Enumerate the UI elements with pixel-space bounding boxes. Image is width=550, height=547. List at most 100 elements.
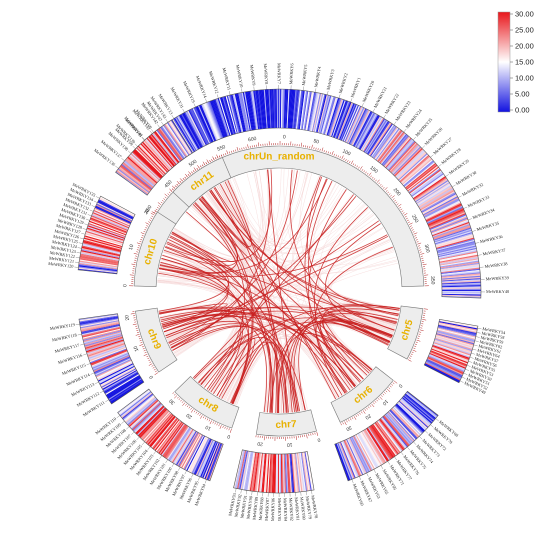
gene-label: MeWRKY34 — [472, 207, 496, 220]
collinear-link — [220, 183, 292, 413]
gene-connector — [351, 479, 354, 484]
heatmap-cell — [313, 93, 324, 132]
heatmap-cell — [88, 221, 126, 237]
heatmap-cell — [253, 452, 260, 492]
collinear-link — [167, 172, 309, 260]
heatmap-cell — [387, 412, 415, 443]
gene-label: MeWRKY4 — [313, 65, 322, 87]
gene-connector — [380, 465, 384, 469]
collinear-link — [213, 187, 278, 413]
tick-mark — [397, 203, 402, 207]
heatmap-cell — [426, 205, 463, 224]
tick-mark — [143, 350, 146, 352]
heatmap-cell — [438, 251, 478, 261]
heatmap-cell — [202, 441, 218, 479]
heatmap-cell — [441, 273, 481, 278]
heatmap-cell — [384, 137, 411, 168]
heatmap-cell — [419, 187, 454, 209]
heatmap-cell — [375, 128, 400, 161]
tick-label: 0 — [283, 134, 286, 140]
heatmap-cell — [166, 122, 189, 156]
gene-connector — [366, 472, 369, 477]
heatmap-cell — [415, 179, 449, 203]
tick-mark — [154, 370, 157, 373]
collinear-link — [289, 169, 395, 331]
heatmap-cell — [149, 415, 175, 447]
tick-mark — [152, 367, 155, 369]
gene-label: MeWRKY90 — [245, 496, 253, 520]
heatmap-cell — [436, 239, 475, 251]
gene-label: MeWRKY31 — [170, 86, 185, 109]
gene-label: MeWRKY6 — [288, 62, 294, 84]
heatmap-cell — [355, 434, 375, 470]
tick-mark — [341, 155, 344, 160]
tick-mark — [349, 161, 351, 164]
heatmap-cell — [276, 89, 279, 129]
tick-mark — [154, 210, 157, 213]
heatmap-cell — [357, 113, 378, 149]
heatmap-cell — [235, 450, 246, 489]
gene-label: MeWRKY88 — [258, 497, 265, 520]
tick-mark — [414, 343, 417, 345]
heatmap-cell — [205, 442, 221, 480]
gene-connector — [75, 257, 80, 259]
heatmap-cell — [147, 414, 174, 445]
tick-mark — [144, 351, 147, 354]
tick-mark — [384, 187, 388, 191]
heatmap-cell — [196, 105, 214, 143]
heatmap-cell — [337, 102, 353, 140]
gene-connector — [191, 473, 194, 478]
gene-label: MeWRKY119 — [49, 322, 75, 331]
collinear-link — [170, 196, 357, 349]
heatmap-cell — [405, 163, 437, 190]
heatmap-cell — [440, 265, 480, 272]
heatmap-cell — [131, 402, 162, 431]
tick-mark — [206, 418, 209, 421]
heatmap-cell — [344, 105, 362, 143]
heatmap-cell — [169, 120, 192, 154]
heatmap-cell — [403, 161, 435, 188]
tick-mark — [354, 164, 357, 167]
heatmap-cell — [95, 359, 132, 378]
heatmap-cell — [94, 207, 131, 225]
heatmap-cell — [178, 432, 200, 468]
heatmap-cell — [441, 279, 481, 283]
heatmap-cell — [203, 442, 219, 479]
heatmap-cell — [151, 133, 178, 165]
heatmap-cell — [174, 430, 196, 465]
heatmap-border — [233, 449, 315, 494]
gene-connector — [204, 479, 207, 484]
gene-connector — [127, 150, 132, 154]
gene-connector — [159, 455, 162, 459]
tick-label: 0 — [226, 433, 231, 440]
tick-mark — [379, 396, 383, 400]
heatmap-cell — [287, 453, 291, 493]
heatmap-cell — [247, 91, 255, 131]
heatmap-cell — [122, 161, 154, 188]
heatmap-cell — [395, 404, 425, 433]
tick-mark — [323, 150, 325, 153]
heatmap-cell — [149, 416, 176, 448]
tick-mark — [390, 194, 392, 197]
heatmap-cell — [304, 91, 312, 131]
gene-label: MeWRKY62 — [479, 339, 503, 350]
heatmap-cell — [89, 218, 127, 234]
collinear-link — [158, 234, 388, 278]
heatmap-cell — [120, 391, 152, 418]
tick-mark — [167, 193, 170, 196]
heatmap-cell — [103, 371, 138, 392]
collinear-link — [314, 206, 369, 389]
heatmap-cell — [382, 134, 409, 166]
tick-mark — [375, 179, 377, 182]
heatmap-cell — [369, 426, 392, 460]
heatmap-cell — [129, 400, 160, 428]
gene-connector — [359, 476, 362, 481]
gene-connector — [435, 418, 439, 422]
heatmap-cell — [330, 99, 344, 137]
heatmap-cell — [92, 354, 130, 372]
heatmap-cell — [224, 96, 237, 135]
gene-label: MeWRKY38 — [484, 261, 508, 269]
heatmap-cell — [433, 343, 471, 357]
tick-mark — [146, 225, 149, 227]
